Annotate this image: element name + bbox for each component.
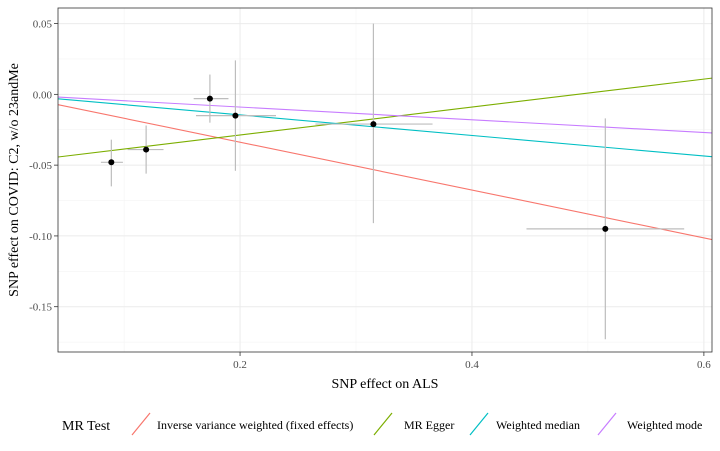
legend-label: MR Egger <box>404 418 454 432</box>
x-tick-label: 0.2 <box>233 359 247 371</box>
regression-line <box>58 96 712 134</box>
data-point <box>602 225 609 232</box>
legend-key <box>373 412 393 436</box>
legend-key <box>469 412 489 436</box>
x-tick-label: 0.4 <box>465 359 479 371</box>
data-points <box>108 95 609 232</box>
legend-label: Weighted mode <box>627 418 702 432</box>
error-bars <box>100 23 685 340</box>
data-point <box>143 146 150 153</box>
legend-key <box>597 412 617 436</box>
data-point <box>232 112 239 119</box>
regression-lines <box>58 77 712 241</box>
y-axis-title: SNP effect on COVID: C2, w/o 23andMe <box>7 63 22 297</box>
legend-label: Inverse variance weighted (fixed effects… <box>157 418 353 432</box>
y-tick-label: -0.15 <box>29 302 52 314</box>
legend-title: MR Test <box>62 419 110 434</box>
data-point <box>370 121 377 128</box>
plot-panel-border <box>57 7 713 353</box>
x-tick-label: 0.6 <box>697 359 711 371</box>
regression-line <box>58 98 712 158</box>
y-tick-label: -0.10 <box>29 231 52 243</box>
grid-minor <box>58 8 712 352</box>
regression-line <box>58 77 712 158</box>
y-tick-label: 0.00 <box>33 89 53 101</box>
legend: MR Test Inverse variance weighted (fixed… <box>62 412 702 436</box>
legend-label: Weighted median <box>496 418 580 432</box>
data-point <box>206 95 213 102</box>
legend-key <box>131 412 151 436</box>
grid-major <box>58 8 712 352</box>
regression-line <box>58 104 712 241</box>
y-tick-label: 0.05 <box>33 19 53 31</box>
x-axis-title: SNP effect on ALS <box>332 377 439 392</box>
y-tick-label: -0.05 <box>29 160 52 172</box>
axis-ticks: 0.2 0.4 0.6 -0.15 -0.10 -0.05 0.00 0.05 <box>29 19 711 371</box>
data-point <box>108 159 115 166</box>
